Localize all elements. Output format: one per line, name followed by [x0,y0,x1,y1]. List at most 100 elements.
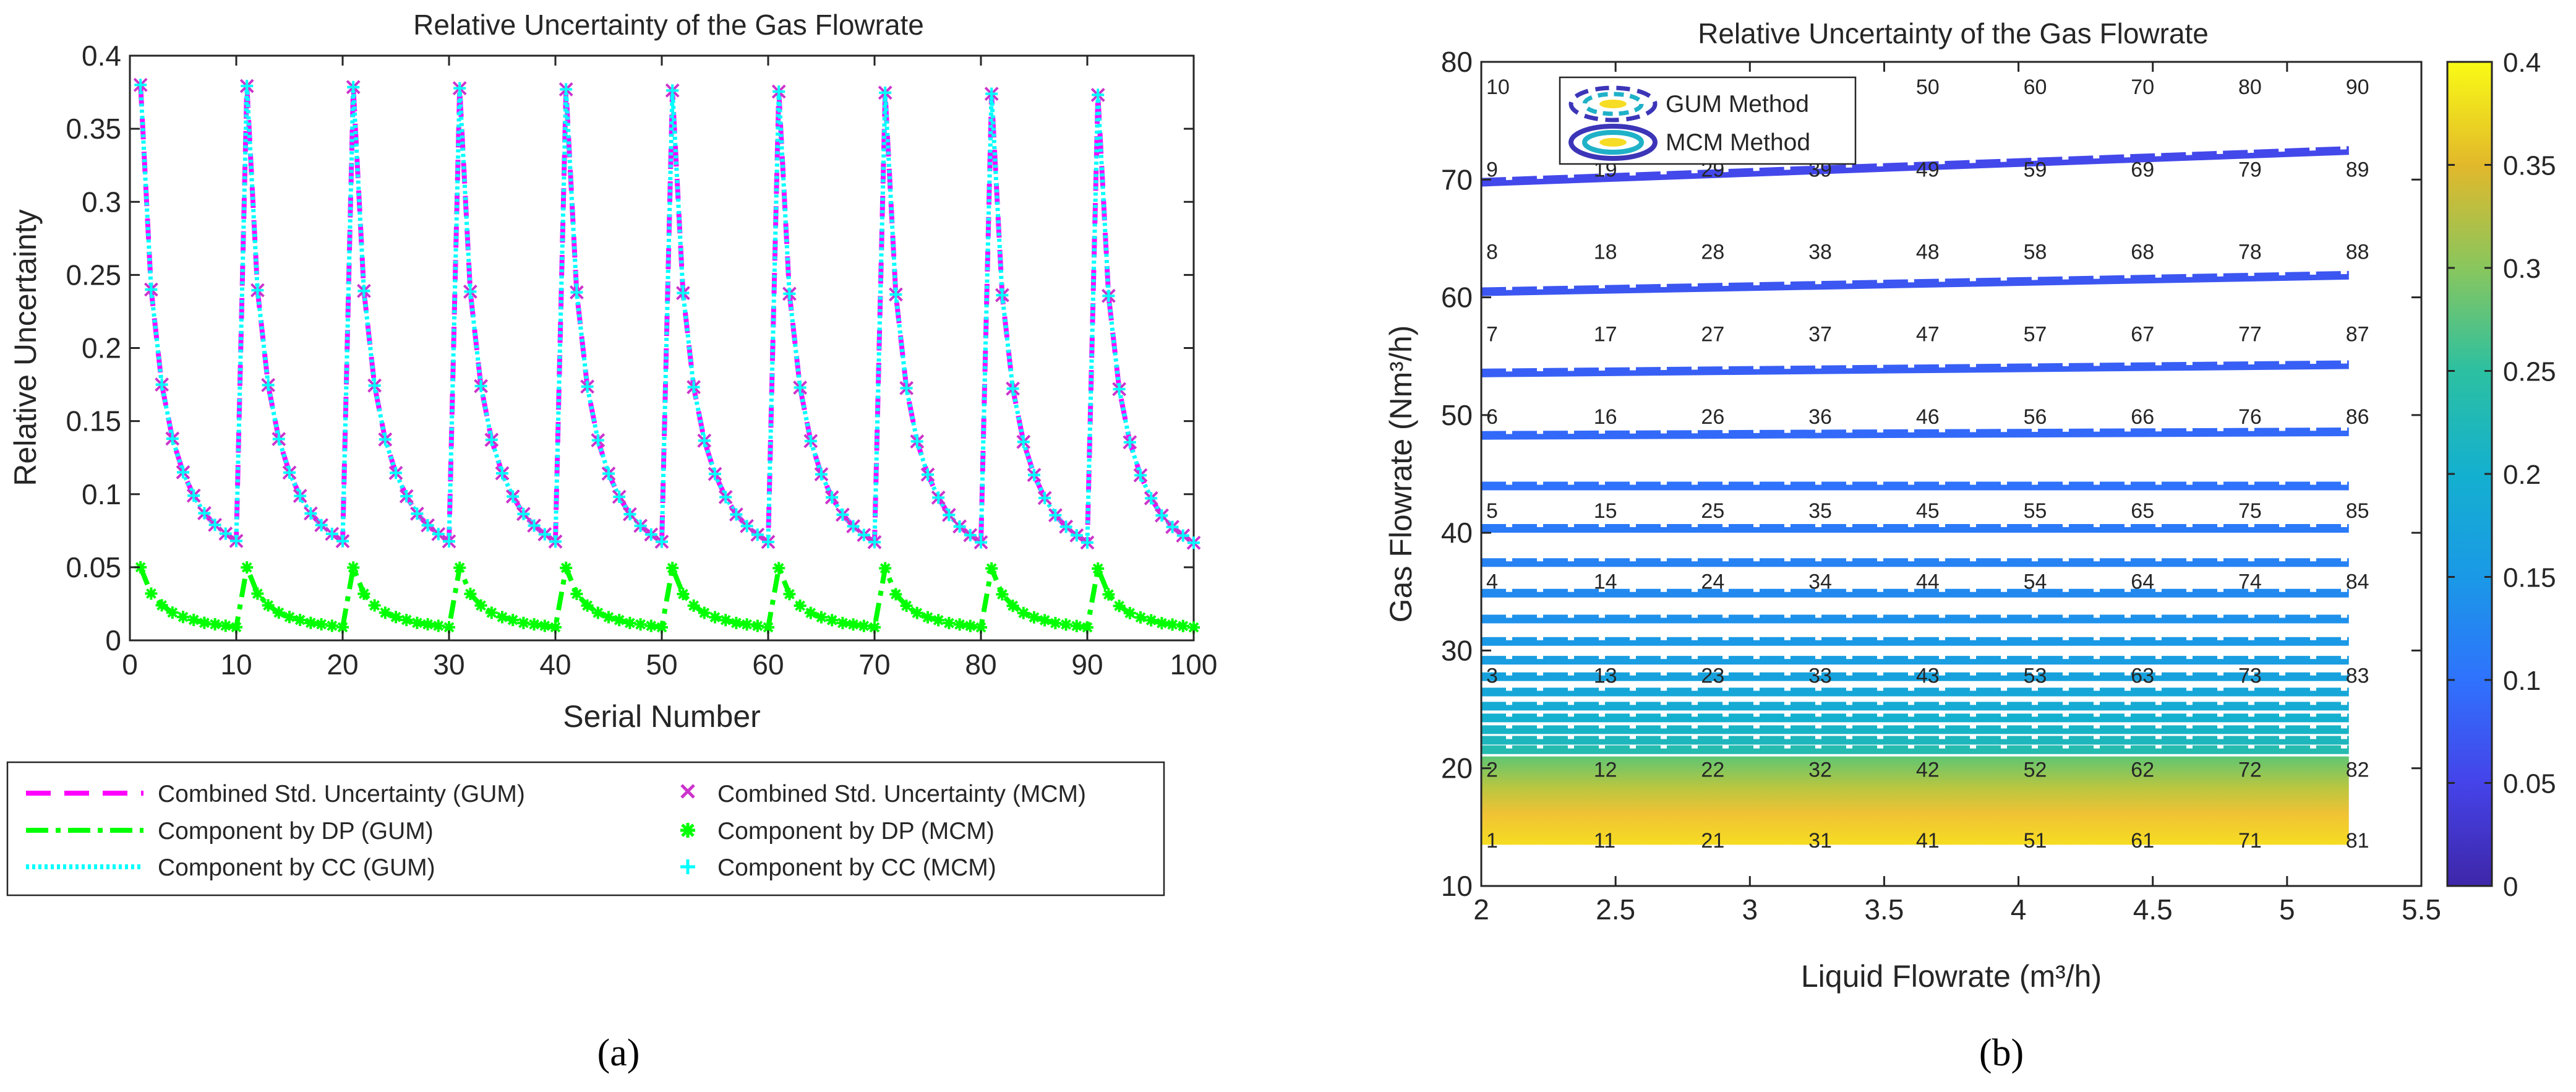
chart-a-marker [910,435,923,448]
chart-a-marker [560,83,573,96]
chart-b-ytick-label: 20 [1441,752,1473,785]
chart-a-marker [390,466,402,479]
chart-a-marker [421,519,434,532]
chart-a-marker [1038,614,1051,627]
chart-b-ytick-label: 30 [1441,634,1473,666]
chart-a-xtick-label: 60 [752,648,784,681]
chart-a-axes-box [129,54,1195,642]
chart-b-xtick-label: 4.5 [2133,893,2173,926]
chart-a-marker [794,599,807,612]
chart-a-marker [634,618,647,631]
chart-a-marker [602,467,615,480]
chart-a-marker [145,283,158,296]
chart-b-contour-mcm [1481,430,2349,440]
chart-a-marker [975,536,987,549]
chart-b-point-label: 90 [2346,75,2369,99]
chart-b-point-label: 2 [1486,759,1498,782]
chart-a-marker [538,528,551,541]
chart-a-xtick-label: 10 [220,648,252,681]
chart-a-marker [1092,88,1105,101]
chart-a-marker [145,587,158,600]
chart-b-point-label: 54 [2024,570,2047,593]
chart-a-marker [198,507,211,520]
legend-swatch-mcm [1568,124,1658,161]
chart-a-marker [1123,606,1136,619]
chart-a-marker [613,490,626,503]
chart-a-marker [251,587,264,600]
chart-b-contour-mcm [1481,363,2349,377]
chart-b-point-label: 47 [1916,323,1940,346]
colorbar-tick-label: 0.35 [2503,151,2556,181]
chart-a-marker [772,562,785,575]
chart-a-marker [581,599,594,612]
chart-b-point-label: 87 [2346,323,2369,346]
chart-b-plot-layer [1481,146,2349,845]
chart-a-marker [528,519,541,532]
chart-b-point-label: 64 [2131,570,2154,593]
chart-a-marker [964,619,977,632]
legend-label-cc-mcm: Component by CC (MCM) [717,854,996,881]
chart-a-marker [922,611,934,624]
chart-a-ytick-label: 0.4 [82,40,121,72]
chart-b-point-label: 68 [2131,240,2154,264]
chart-a-xlabel: Serial Number [563,699,761,734]
chart-b-point-label: 82 [2346,759,2369,782]
chart-a-marker [922,468,934,481]
chart-a-marker [1028,468,1040,481]
chart-a-ylabel: Relative Uncertainty [8,209,43,486]
chart-a-marker [1006,382,1019,395]
chart-a-xtick-label: 100 [1170,648,1218,681]
chart-a-marker [1187,536,1200,549]
legend-swatch-combined-mcm [680,784,695,799]
chart-a-marker [432,619,445,632]
chart-b-point-label: 3 [1486,664,1498,687]
chart-a-marker [709,611,721,624]
chart-b-ylabel: Gas Flowrate (Nm³/h) [1384,325,1418,623]
chart-a-marker [485,433,498,446]
chart-a-xtick-label: 80 [965,648,996,681]
chart-b-point-label: 48 [1916,240,1940,264]
chart-a-marker [943,617,956,630]
chart-a-marker [155,599,168,612]
chart-a-marker [719,614,732,627]
chart-b-point-label: 14 [1594,570,1617,593]
chart-b-point-label: 23 [1701,664,1724,687]
chart-b-point-label: 49 [1916,158,1940,181]
chart-a-marker [847,618,860,631]
chart-a-marker [464,285,477,298]
chart-a-marker [241,561,254,574]
chart-a-marker [187,489,200,502]
chart-b-point-label: 10 [1486,75,1510,99]
chart-b-xtick-label: 5.5 [2402,893,2441,926]
chart-b-point-label: 35 [1808,499,1832,523]
chart-b-ytick-label: 40 [1441,517,1473,549]
chart-b-point-label: 44 [1916,570,1940,593]
chart-b-point-label: 85 [2346,499,2369,523]
chart-a-marker [730,508,743,521]
chart-a-marker [166,606,179,619]
chart-b-point-label: 43 [1916,664,1940,687]
chart-a-marker [910,606,923,619]
chart-a-marker [517,507,530,520]
chart-a-marker [283,611,296,624]
chart-b-point-label: 32 [1808,759,1832,782]
chart-a-marker [347,561,360,574]
chart-a-marker [953,520,966,533]
chart-b-point-label: 45 [1916,499,1940,523]
chart-a-ytick-label: 0 [105,624,121,656]
chart-a-xtick-label: 0 [122,648,138,681]
chart-a-marker [570,588,583,601]
chart-a-marker [783,588,796,601]
chart-a-marker [644,528,657,541]
chart-b-point-label: 15 [1594,499,1617,523]
chart-a-marker [953,618,966,631]
chart-b-ytick-label: 50 [1441,399,1473,431]
chart-a-marker [985,562,998,575]
colorbar-tick-label: 0 [2503,872,2518,902]
chart-a-marker [591,606,604,619]
chart-b-contour-gum [1481,427,2349,436]
chart-a-marker [836,616,849,629]
chart-a-xtick-label: 50 [646,648,677,681]
chart-a-legend: Combined Std. Uncertainty (GUM) Componen… [6,761,1165,896]
chart-b-point-label: 21 [1701,829,1724,853]
